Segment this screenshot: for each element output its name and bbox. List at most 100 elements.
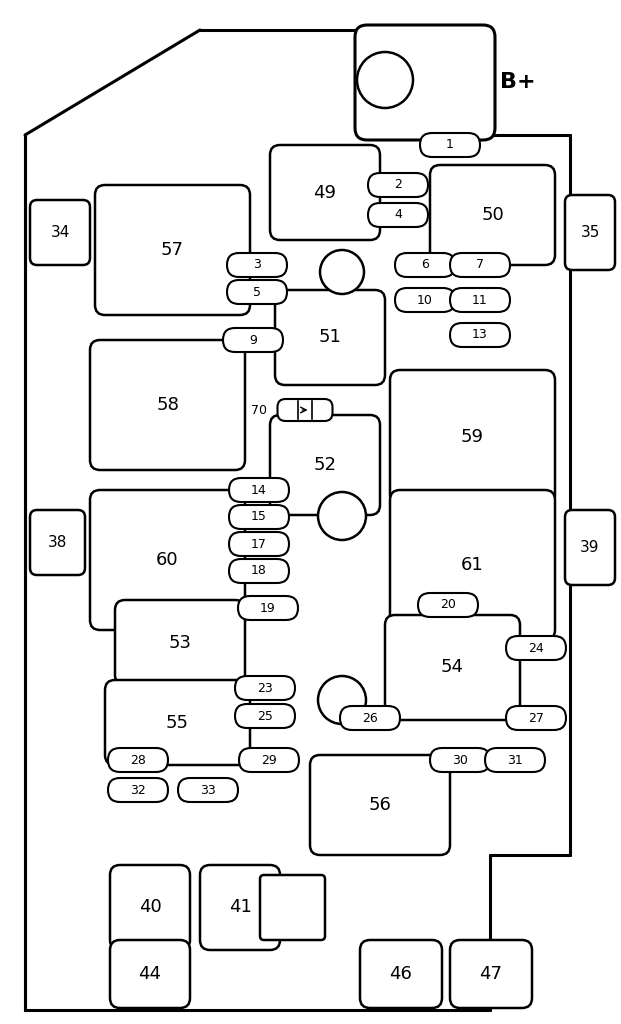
FancyBboxPatch shape [275, 290, 385, 385]
FancyBboxPatch shape [30, 200, 90, 265]
FancyBboxPatch shape [229, 559, 289, 583]
FancyBboxPatch shape [30, 510, 85, 575]
FancyBboxPatch shape [223, 328, 283, 352]
FancyBboxPatch shape [238, 596, 298, 620]
Text: 56: 56 [368, 796, 391, 814]
Text: B+: B+ [500, 72, 536, 92]
Text: 40: 40 [138, 898, 161, 916]
Text: 9: 9 [249, 334, 257, 346]
Text: 47: 47 [479, 965, 502, 983]
FancyBboxPatch shape [418, 593, 478, 617]
Text: 57: 57 [161, 241, 184, 259]
FancyBboxPatch shape [506, 636, 566, 660]
Text: 5: 5 [253, 286, 261, 299]
Text: 52: 52 [314, 456, 337, 474]
FancyBboxPatch shape [278, 399, 332, 421]
Text: 15: 15 [251, 511, 267, 523]
FancyBboxPatch shape [108, 778, 168, 802]
FancyBboxPatch shape [430, 165, 555, 265]
Text: 70: 70 [251, 403, 267, 417]
FancyBboxPatch shape [178, 778, 238, 802]
Text: 44: 44 [138, 965, 161, 983]
FancyBboxPatch shape [229, 532, 289, 556]
Text: 4: 4 [394, 209, 402, 221]
Text: 28: 28 [130, 754, 146, 767]
Text: 26: 26 [362, 712, 378, 725]
Text: 53: 53 [168, 634, 191, 651]
FancyBboxPatch shape [368, 173, 428, 197]
FancyBboxPatch shape [420, 133, 480, 157]
Text: 6: 6 [421, 258, 429, 271]
Circle shape [263, 877, 323, 937]
Text: 24: 24 [528, 641, 544, 654]
FancyBboxPatch shape [450, 253, 510, 278]
Text: 20: 20 [440, 598, 456, 611]
FancyBboxPatch shape [430, 748, 490, 772]
Text: 7: 7 [476, 258, 484, 271]
Circle shape [318, 676, 366, 724]
FancyBboxPatch shape [395, 288, 455, 312]
Text: 55: 55 [166, 714, 189, 731]
FancyBboxPatch shape [565, 195, 615, 270]
Circle shape [320, 250, 364, 294]
Text: 50: 50 [481, 206, 504, 224]
Text: 19: 19 [260, 601, 276, 614]
FancyBboxPatch shape [310, 755, 450, 855]
Circle shape [357, 52, 413, 108]
FancyBboxPatch shape [227, 253, 287, 278]
FancyBboxPatch shape [200, 865, 280, 950]
FancyBboxPatch shape [227, 280, 287, 304]
Text: 34: 34 [50, 225, 70, 240]
FancyBboxPatch shape [360, 940, 442, 1008]
FancyBboxPatch shape [390, 370, 555, 505]
Text: 14: 14 [251, 483, 267, 497]
Text: 58: 58 [156, 396, 179, 414]
FancyBboxPatch shape [95, 185, 250, 315]
Text: 46: 46 [389, 965, 412, 983]
FancyBboxPatch shape [239, 748, 299, 772]
Text: 31: 31 [507, 754, 523, 767]
FancyBboxPatch shape [368, 203, 428, 227]
FancyBboxPatch shape [235, 705, 295, 728]
Text: 25: 25 [257, 710, 273, 723]
FancyBboxPatch shape [90, 340, 245, 470]
Text: 17: 17 [251, 538, 267, 551]
FancyBboxPatch shape [395, 253, 455, 278]
FancyBboxPatch shape [340, 706, 400, 730]
Text: 29: 29 [261, 754, 277, 767]
FancyBboxPatch shape [105, 680, 250, 765]
Text: 3: 3 [253, 258, 261, 271]
FancyBboxPatch shape [450, 288, 510, 312]
FancyBboxPatch shape [270, 415, 380, 515]
Text: 59: 59 [461, 428, 484, 446]
Text: 27: 27 [528, 712, 544, 725]
Text: 38: 38 [48, 535, 67, 550]
FancyBboxPatch shape [235, 676, 295, 700]
Text: 11: 11 [472, 294, 488, 306]
FancyBboxPatch shape [565, 510, 615, 585]
FancyBboxPatch shape [108, 748, 168, 772]
Text: 23: 23 [257, 682, 273, 694]
Text: 33: 33 [200, 783, 216, 797]
FancyBboxPatch shape [110, 865, 190, 950]
FancyBboxPatch shape [355, 25, 495, 140]
FancyBboxPatch shape [506, 706, 566, 730]
FancyBboxPatch shape [110, 940, 190, 1008]
Text: 2: 2 [394, 178, 402, 191]
Text: 32: 32 [130, 783, 146, 797]
FancyBboxPatch shape [90, 490, 245, 630]
Text: 1: 1 [446, 138, 454, 152]
FancyBboxPatch shape [390, 490, 555, 640]
FancyBboxPatch shape [229, 505, 289, 529]
FancyBboxPatch shape [385, 615, 520, 720]
FancyBboxPatch shape [450, 323, 510, 347]
FancyBboxPatch shape [229, 478, 289, 502]
Text: 51: 51 [319, 329, 342, 346]
Circle shape [318, 492, 366, 540]
Text: 10: 10 [417, 294, 433, 306]
FancyBboxPatch shape [115, 600, 245, 685]
Text: 61: 61 [461, 556, 484, 574]
Text: 60: 60 [156, 551, 179, 569]
Text: 54: 54 [441, 658, 464, 677]
Text: 13: 13 [472, 329, 488, 341]
